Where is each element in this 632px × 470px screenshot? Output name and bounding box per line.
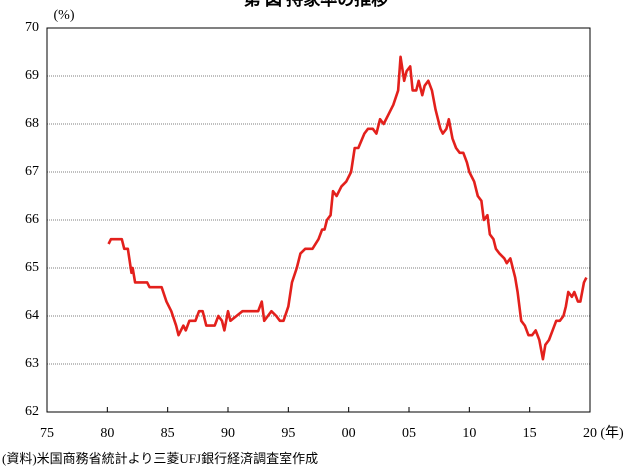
x-tick-label: 90	[221, 426, 235, 441]
source-note: (資料)米国商務省統計より三菱UFJ銀行経済調査室作成	[2, 451, 318, 466]
y-tick-label: 63	[25, 356, 39, 371]
x-tick-label: 05	[402, 426, 416, 441]
data-line	[107, 55, 588, 361]
y-tick-label: 65	[25, 260, 39, 275]
x-tick-label: 85	[161, 426, 175, 441]
y-tick-label: 70	[25, 20, 39, 35]
x-tick-label: 15	[523, 426, 537, 441]
y-tick-label: 64	[25, 308, 39, 323]
y-tick-label: 69	[25, 68, 39, 83]
x-tick-label: 10	[462, 426, 476, 441]
chart-title: 第 図 持家率の推移	[244, 0, 389, 9]
y-tick-label: 66	[25, 212, 39, 227]
y-tick-label: 62	[25, 404, 39, 419]
plot-frame	[46, 27, 591, 413]
y-tick-label: 67	[25, 164, 39, 179]
x-tick-label: 00	[342, 426, 356, 441]
y-axis-unit: (%)	[54, 8, 75, 23]
x-tick-label: 20	[583, 426, 597, 441]
x-tick-label: 75	[40, 426, 54, 441]
x-axis-unit: (年)	[600, 425, 624, 441]
x-tick-label: 95	[281, 426, 295, 441]
y-tick-label: 68	[25, 116, 39, 131]
x-tick-label: 80	[100, 426, 114, 441]
